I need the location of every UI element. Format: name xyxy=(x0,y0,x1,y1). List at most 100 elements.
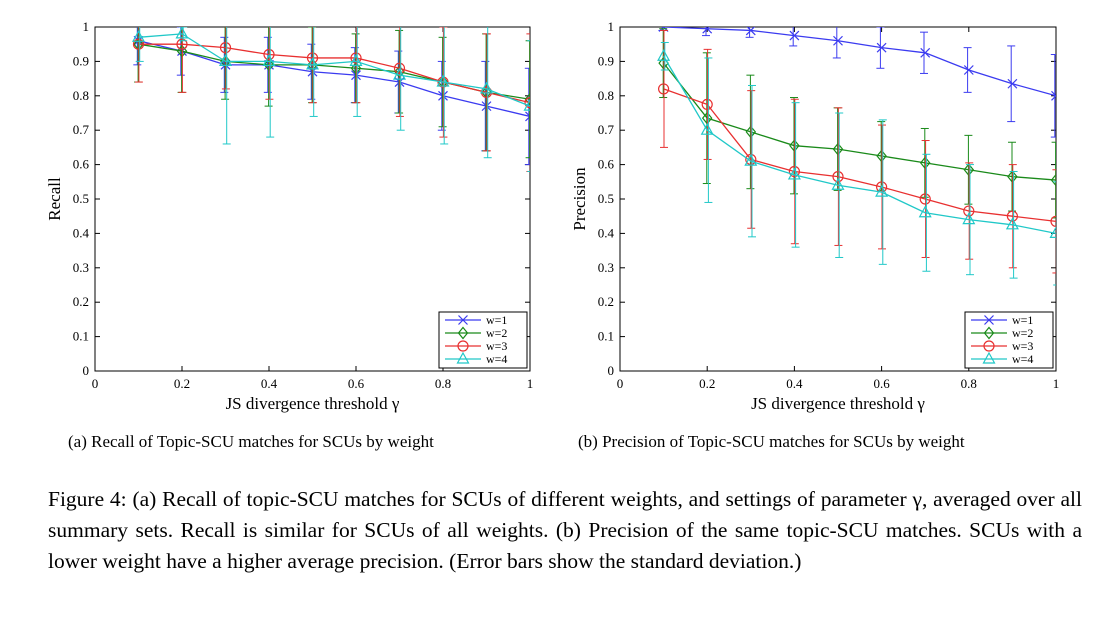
data-point xyxy=(657,83,670,95)
data-point xyxy=(918,205,932,218)
y-tick-label: 0.8 xyxy=(598,88,614,103)
data-point xyxy=(263,48,275,61)
data-point xyxy=(524,92,530,106)
y-tick-label: 0.2 xyxy=(73,294,89,309)
x-tick-label: 1 xyxy=(527,376,534,391)
data-point xyxy=(219,42,232,54)
data-point xyxy=(479,81,494,94)
chart-recall: 0 0.2 0.4 0.6 0.8 1 0 0.1 0.2 0.3 0.4 0.5 0.6 0.7 0.8 0… xyxy=(45,19,534,413)
y-tick-label: 1 xyxy=(608,19,615,34)
data-point xyxy=(523,98,530,111)
legend-marker xyxy=(456,351,470,364)
y-tick-label: 0.9 xyxy=(73,53,89,68)
series-line xyxy=(138,40,530,118)
data-point xyxy=(525,111,530,122)
series-w=2 xyxy=(133,27,530,159)
y-tick-label: 0.4 xyxy=(73,225,90,240)
data-point xyxy=(131,30,146,42)
data-point xyxy=(1051,90,1056,101)
data-point xyxy=(262,54,276,67)
data-point xyxy=(349,54,363,67)
y-tick-label: 0.3 xyxy=(73,260,89,275)
y-tick-label: 0.5 xyxy=(73,191,89,206)
data-point xyxy=(787,167,801,180)
data-point xyxy=(1049,226,1056,238)
legend-marker xyxy=(458,315,468,325)
data-point xyxy=(657,48,671,61)
series-line xyxy=(663,62,1056,181)
data-point xyxy=(919,193,931,205)
subcaption-recall: (a) Recall of Topic-SCU matches for SCUs… xyxy=(68,432,434,451)
data-point xyxy=(305,57,320,70)
y-tick-label: 0.7 xyxy=(73,122,90,137)
x-axis-label: JS divergence threshold γ xyxy=(751,394,925,413)
legend-label: w=3 xyxy=(1012,339,1033,353)
series-line xyxy=(138,43,530,100)
data-point xyxy=(306,52,319,64)
data-point xyxy=(920,47,931,58)
y-tick-label: 0.5 xyxy=(598,191,614,206)
data-point xyxy=(700,122,714,135)
y-tick-label: 0.1 xyxy=(73,329,89,344)
legend-label: w=1 xyxy=(1012,313,1033,327)
x-tick-label: 0.4 xyxy=(261,376,278,391)
legend-label: w=4 xyxy=(486,352,507,366)
x-tick-label: 0.8 xyxy=(961,376,977,391)
data-point xyxy=(1007,78,1018,89)
legend-marker xyxy=(982,351,996,364)
plot-area xyxy=(657,27,1056,286)
figure-charts: 0 0.2 0.4 0.6 0.8 1 0 0.1 0.2 0.3 0.4 0.5 0.6 0.7 0.8 0… xyxy=(45,19,1060,413)
y-tick-label: 0.8 xyxy=(73,88,89,103)
x-tick-label: 1 xyxy=(1053,376,1060,391)
y-tick-label: 0.9 xyxy=(598,53,614,68)
data-point xyxy=(392,67,407,80)
series-line xyxy=(138,33,530,107)
data-point xyxy=(963,65,974,75)
legend-label: w=1 xyxy=(486,313,507,327)
legend-label: w=2 xyxy=(1012,326,1033,340)
data-point xyxy=(175,27,189,39)
data-point xyxy=(702,27,713,34)
x-tick-label: 0.8 xyxy=(435,376,451,391)
data-point xyxy=(833,35,843,46)
data-point xyxy=(745,27,756,36)
data-point xyxy=(701,98,713,111)
data-point xyxy=(832,171,844,183)
data-point xyxy=(393,62,406,74)
y-tick-label: 0.1 xyxy=(598,329,614,344)
y-tick-label: 0 xyxy=(83,363,90,378)
y-tick-label: 0.6 xyxy=(598,157,615,172)
x-tick-label: 0.2 xyxy=(699,376,715,391)
data-point xyxy=(350,52,362,64)
legend-label: w=3 xyxy=(486,339,507,353)
plot-area xyxy=(131,27,530,172)
data-point xyxy=(176,38,188,50)
data-point xyxy=(1006,210,1019,222)
x-tick-label: 0.2 xyxy=(174,376,190,391)
series-w=1 xyxy=(133,27,530,166)
subcaption-precision: (b) Precision of Topic-SCU matches for S… xyxy=(578,432,965,451)
y-tick-label: 1 xyxy=(83,19,90,34)
data-point xyxy=(875,184,889,197)
figure-caption: Figure 4: (a) Recall of topic-SCU matche… xyxy=(48,487,1082,573)
x-tick-label: 0 xyxy=(92,376,99,391)
legend-label: w=4 xyxy=(1012,352,1033,366)
data-point xyxy=(788,165,801,178)
data-point xyxy=(963,205,975,217)
x-tick-label: 0 xyxy=(617,376,624,391)
series-w=3 xyxy=(132,27,530,172)
y-tick-label: 0 xyxy=(608,363,615,378)
y-tick-label: 0.3 xyxy=(598,260,614,275)
y-tick-label: 0.2 xyxy=(598,294,614,309)
series-w=4 xyxy=(657,41,1056,286)
data-point xyxy=(744,153,758,166)
legend-marker xyxy=(457,326,469,340)
series-line xyxy=(663,27,1056,97)
data-point xyxy=(831,177,845,190)
series-w=1 xyxy=(658,27,1056,138)
data-point xyxy=(132,38,145,50)
legend-marker xyxy=(457,340,469,352)
y-axis-label: Precision xyxy=(570,167,589,231)
x-axis-label: JS divergence threshold γ xyxy=(226,394,400,413)
x-tick-label: 0.6 xyxy=(348,376,365,391)
